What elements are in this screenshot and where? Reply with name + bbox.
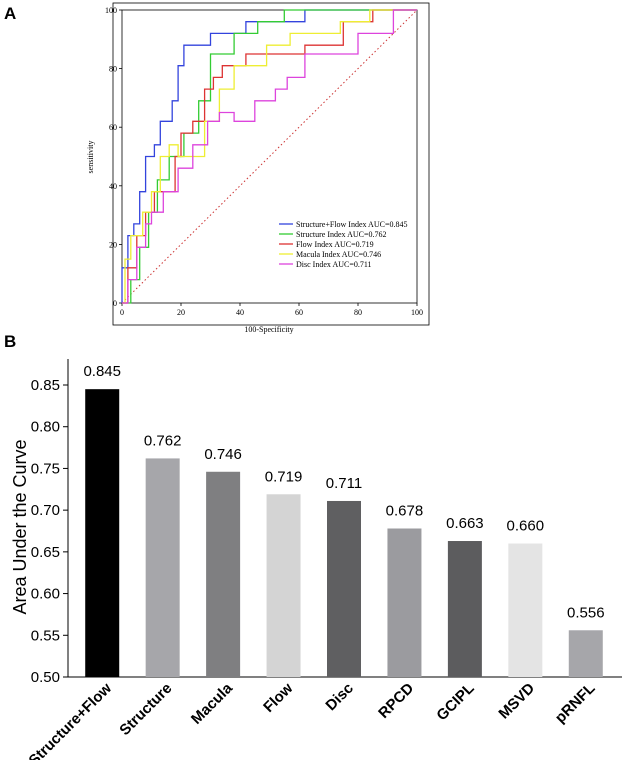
roc-y-tick-label: 40 [109, 182, 117, 191]
bar-category-label: pRNFL [552, 680, 599, 727]
roc-series-flow-index [122, 9, 417, 304]
roc-x-tick-label: 0 [120, 308, 124, 317]
bar-category-label: Macula [188, 679, 236, 727]
roc-x-tick-label: 80 [354, 308, 362, 317]
panel-label-b: B [4, 332, 16, 351]
bar-category-label: MSVD [495, 680, 538, 723]
bar-y-tick-label: 0.65 [31, 544, 60, 561]
bar-rpcd [387, 528, 422, 677]
roc-series-structure-index [122, 9, 417, 304]
bar-value-label: 0.663 [446, 515, 484, 532]
roc-series-macula-index [122, 9, 417, 304]
bar-category-label: Structure [116, 680, 175, 739]
roc-x-axis-title: 100-Specificity [244, 325, 293, 334]
roc-x-tick-label: 40 [236, 308, 244, 317]
bar-value-label: 0.719 [265, 468, 303, 485]
roc-plot-area [121, 9, 418, 304]
roc-y-tick-label: 0 [113, 299, 117, 308]
bar-category-label: Disc [322, 680, 356, 714]
roc-legend-entry: Structure+Flow Index AUC=0.845 [296, 220, 407, 229]
roc-x-tick-label: 20 [177, 308, 185, 317]
roc-legend-box [277, 219, 415, 273]
bar-category-label: Structure+Flow [26, 680, 116, 760]
roc-chart: 0 20 40 60 80 100 0 20 40 60 80 100 100-Specificity… [86, 2, 430, 334]
roc-legend-entry: Flow Index AUC=0.719 [296, 240, 374, 249]
bar-value-label: 0.711 [326, 475, 362, 492]
auc-bar-chart: 0.50 0.55 0.60 0.65 0.70 0.75 0.80 0.85 0.845 St… [10, 359, 622, 760]
bar-category-label: GCIPL [433, 680, 477, 724]
roc-y-tick-label: 80 [109, 65, 117, 74]
roc-legend-entry: Macula Index AUC=0.746 [296, 250, 381, 259]
roc-y-tick-label: 100 [105, 6, 117, 15]
roc-x-tick-label: 60 [295, 308, 303, 317]
roc-y-tick-label: 20 [109, 240, 117, 249]
roc-reference-line [121, 9, 418, 304]
bar-value-label: 0.845 [83, 363, 121, 380]
bar-flow [266, 494, 301, 677]
bar-y-tick-label: 0.75 [31, 460, 60, 477]
bar-value-label: 0.660 [507, 518, 545, 535]
bar-prnfl [568, 630, 603, 677]
bar-value-label: 0.762 [144, 432, 182, 449]
bar-value-label: 0.746 [204, 446, 242, 463]
bar-structure-flow [85, 389, 120, 677]
roc-frame [112, 2, 430, 326]
bar-y-tick-label: 0.50 [31, 669, 60, 686]
roc-y-tick-label: 60 [109, 123, 117, 132]
bar-y-tick-label: 0.80 [31, 419, 60, 436]
bar-y-tick-label: 0.55 [31, 627, 60, 644]
bar-disc [327, 500, 361, 677]
roc-legend: Structure+Flow Index AUC=0.845Structure … [277, 219, 415, 273]
bar-y-tick-label: 0.70 [31, 502, 60, 519]
roc-y-axis-title: sensitivity [86, 141, 95, 174]
bar-structure [145, 458, 180, 677]
bar-category-label: Flow [260, 680, 296, 716]
roc-legend-entry: Structure Index AUC=0.762 [296, 230, 387, 239]
roc-x-tick-label: 100 [411, 308, 423, 317]
panel-label-a: A [4, 4, 16, 23]
bar-category-label: RPCD [375, 680, 417, 722]
bar-msvd [508, 543, 543, 677]
bar-value-label: 0.556 [567, 604, 605, 621]
roc-series-disc-index [122, 9, 417, 304]
bar-value-label: 0.678 [386, 502, 424, 519]
bar-y-tick-label: 0.60 [31, 586, 60, 603]
bar-macula [206, 471, 241, 677]
bar-y-axis-title: Area Under the Curve [10, 439, 30, 614]
bar-y-tick-label: 0.85 [31, 377, 60, 394]
roc-legend-entry: Disc Index AUC=0.711 [296, 260, 372, 269]
bar-gcipl [447, 541, 482, 677]
